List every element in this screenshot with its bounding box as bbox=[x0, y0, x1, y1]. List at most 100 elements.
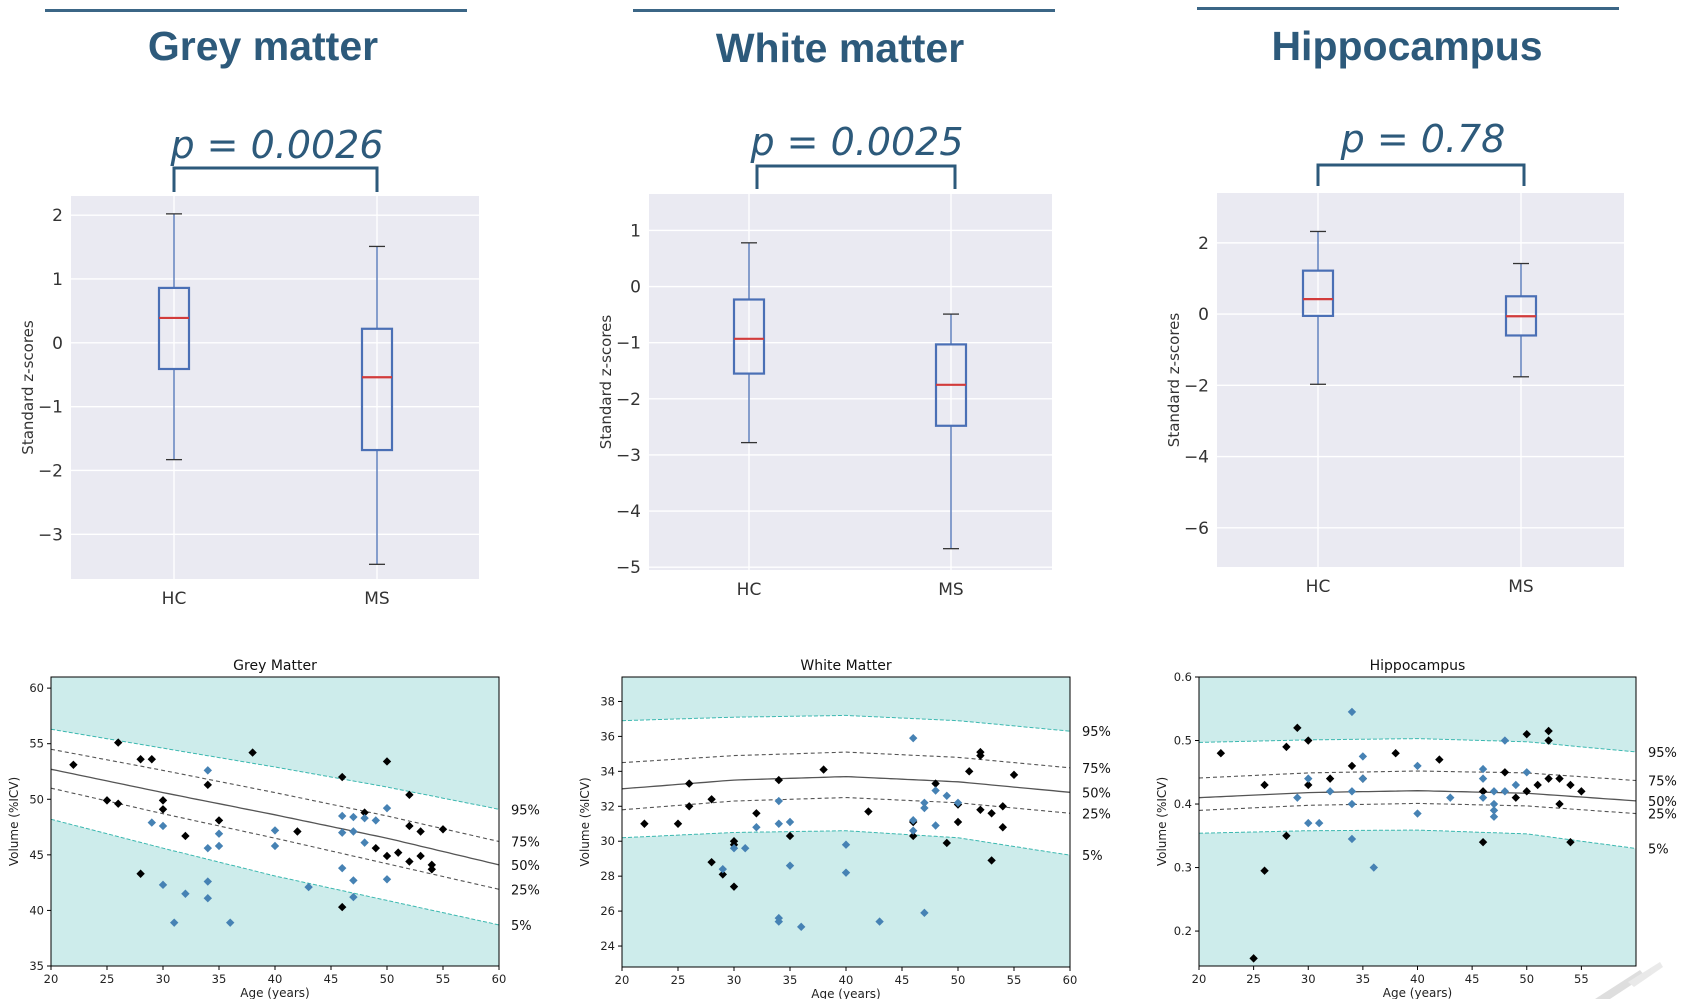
data-point-ms bbox=[1369, 863, 1378, 872]
percentile-label: 5% bbox=[511, 919, 532, 934]
data-point-ms bbox=[338, 828, 347, 837]
data-point-hc bbox=[438, 825, 448, 834]
plot-background bbox=[649, 194, 1052, 570]
data-point-hc bbox=[998, 823, 1007, 832]
y-tick-label: 45 bbox=[29, 848, 44, 862]
x-tick-label: 30 bbox=[1301, 972, 1316, 986]
x-tick-label: 45 bbox=[324, 972, 339, 986]
data-point-hc bbox=[1566, 837, 1575, 847]
percentile-label: 95% bbox=[1648, 746, 1677, 761]
data-point-ms bbox=[920, 908, 929, 918]
x-tick-label: 55 bbox=[436, 972, 451, 986]
x-tick-label: 40 bbox=[839, 973, 854, 987]
data-point-ms bbox=[349, 876, 358, 885]
y-tick-label: 34 bbox=[600, 764, 615, 778]
data-point-hc bbox=[1249, 954, 1258, 963]
data-point-hc bbox=[427, 865, 436, 874]
data-point-ms bbox=[752, 823, 761, 832]
chart-title: White Matter bbox=[800, 658, 891, 674]
data-point-ms bbox=[382, 875, 392, 884]
data-point-ms bbox=[158, 821, 168, 831]
x-tick-label: 25 bbox=[100, 972, 115, 986]
data-point-hc bbox=[203, 780, 212, 790]
box-hc bbox=[157, 213, 191, 461]
y-axis-label: Volume (%ICV) bbox=[7, 777, 21, 866]
data-point-hc bbox=[181, 831, 190, 841]
x-tick-label: 55 bbox=[1574, 972, 1589, 986]
percentile-label: 25% bbox=[511, 883, 540, 898]
data-point-ms bbox=[1489, 806, 1499, 815]
data-point-hc bbox=[147, 755, 156, 764]
pvalue-label-hippo: p = 0.78 bbox=[1340, 117, 1506, 161]
y-tick-label: −1 bbox=[616, 334, 641, 354]
y-tick-label: 26 bbox=[600, 904, 615, 918]
data-point-ms bbox=[1413, 761, 1422, 771]
y-tick-label: −3 bbox=[616, 446, 641, 466]
y-tick-label: −2 bbox=[616, 390, 641, 410]
percentile-label: 25% bbox=[1648, 808, 1677, 823]
data-point-ms bbox=[942, 791, 951, 800]
y-tick-label: 40 bbox=[29, 903, 44, 917]
x-tick-label: 35 bbox=[1356, 972, 1371, 986]
y-tick-label: 0.5 bbox=[1174, 734, 1192, 748]
top-rule-hippo bbox=[1197, 7, 1619, 10]
x-tick-label: 25 bbox=[671, 973, 686, 987]
percentile-label: 25% bbox=[1082, 807, 1111, 822]
x-tick-label: 20 bbox=[1192, 972, 1207, 986]
data-point-hc bbox=[248, 748, 257, 757]
x-tick-label: HC bbox=[162, 589, 187, 609]
y-tick-label: 28 bbox=[600, 869, 615, 883]
data-point-ms bbox=[203, 843, 212, 853]
data-point-ms bbox=[785, 817, 795, 827]
x-tick-label: 45 bbox=[895, 973, 910, 987]
pvalue-annotation-white: p = 0.0025 bbox=[749, 120, 964, 189]
data-point-hc bbox=[382, 851, 392, 861]
data-point-ms bbox=[203, 893, 212, 903]
x-tick-label: 50 bbox=[951, 973, 966, 987]
data-point-ms bbox=[1500, 736, 1510, 745]
y-axis-label: Standard z-scores bbox=[1165, 313, 1183, 448]
pvalue-annotation-grey: p = 0.0026 bbox=[169, 123, 384, 192]
x-tick-label: HC bbox=[1306, 577, 1331, 597]
top-rule-white bbox=[633, 9, 1055, 12]
data-point-ms bbox=[774, 917, 783, 926]
y-tick-label: 55 bbox=[29, 737, 44, 751]
percentile-25-curve bbox=[621, 796, 1071, 814]
x-tick-label: 25 bbox=[1246, 972, 1261, 986]
y-tick-label: 36 bbox=[600, 729, 615, 743]
data-point-hc bbox=[405, 821, 414, 831]
iqr-box bbox=[1301, 269, 1335, 317]
data-point-hc bbox=[931, 779, 940, 788]
data-point-ms bbox=[214, 841, 224, 851]
data-point-hc bbox=[976, 751, 985, 760]
data-point-hc bbox=[1435, 755, 1444, 764]
data-point-hc bbox=[136, 869, 145, 878]
iqr-box bbox=[157, 286, 191, 371]
data-point-hc bbox=[909, 831, 918, 841]
boxplot-2: 2 0 −2 −4 −6 Standard z-scores HC MS bbox=[1165, 193, 1624, 597]
data-point-hc bbox=[1391, 749, 1400, 758]
data-point-hc bbox=[998, 802, 1007, 811]
pvalue-annotation-hippo: p = 0.78 bbox=[1316, 117, 1526, 186]
y-tick-label: 32 bbox=[600, 799, 615, 813]
y-tick-label: −4 bbox=[1184, 448, 1209, 468]
percentile-75-curve bbox=[621, 751, 1071, 769]
box-ms bbox=[934, 313, 968, 550]
data-point-ms bbox=[1511, 780, 1521, 790]
data-point-ms bbox=[1522, 768, 1531, 777]
y-tick-label: 2 bbox=[52, 206, 63, 226]
percentile-label: 95% bbox=[1082, 725, 1111, 740]
scatter-1: 20 25 30 35 40 45 50 55 60 24 26 28 30 32 34 36 38 95% 75%… bbox=[578, 658, 1111, 999]
y-tick-label: 0 bbox=[1198, 305, 1209, 325]
data-point-ms bbox=[1304, 774, 1313, 783]
data-point-hc bbox=[158, 796, 168, 805]
data-point-hc bbox=[1555, 799, 1564, 809]
panel-title-white-matter: White matter bbox=[715, 25, 965, 71]
data-point-hc bbox=[114, 799, 123, 808]
data-point-ms bbox=[349, 892, 358, 902]
significance-bracket-hippo bbox=[1316, 163, 1526, 186]
data-point-hc bbox=[685, 779, 694, 788]
upper-tail-band bbox=[51, 677, 499, 810]
data-point-ms bbox=[1489, 812, 1499, 821]
data-point-hc bbox=[1566, 780, 1575, 790]
